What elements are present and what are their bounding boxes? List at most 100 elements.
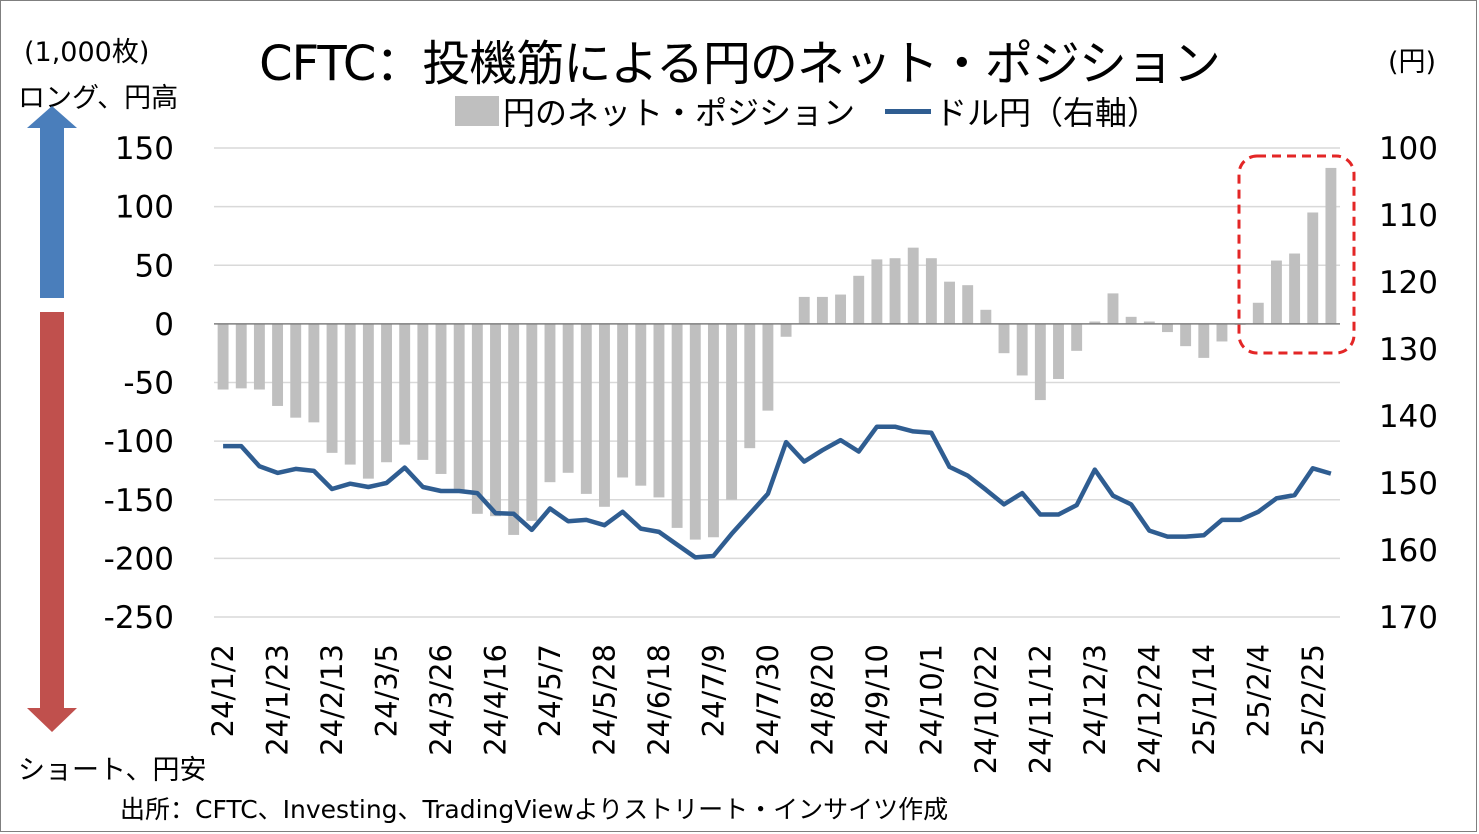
position-bar	[1125, 316, 1137, 324]
legend-bar-swatch	[455, 96, 499, 126]
position-bar	[344, 323, 356, 465]
x-tick-label: 24/5/7	[533, 644, 567, 737]
position-bar	[780, 323, 792, 337]
left-axis-unit: (1,000枚)	[24, 37, 150, 68]
position-bar	[508, 323, 520, 535]
bar-series	[217, 167, 1337, 540]
x-tick-label: 24/12/3	[1078, 644, 1112, 756]
position-bar	[925, 258, 937, 324]
position-bar	[417, 323, 429, 460]
x-tick-label: 24/7/30	[751, 644, 785, 756]
chart-title: CFTC：投機筋による円のネット・ポジション	[259, 36, 1221, 92]
position-bar	[816, 296, 828, 324]
x-tick-label: 24/12/24	[1132, 644, 1166, 774]
position-bar	[1034, 323, 1046, 401]
x-tick-label: 24/1/23	[261, 644, 295, 756]
right-axis-ticks: 100 110 120 130 140 150 160 170	[1379, 131, 1438, 636]
left-tick-label: 100	[115, 190, 174, 226]
position-bar	[1143, 321, 1155, 324]
legend-line-label: ドル円（右軸）	[935, 94, 1160, 132]
arrow-down-icon	[27, 312, 77, 732]
x-axis-tick-labels: 24/1/2 24/1/23 24/2/13 24/3/5 24/3/26 24/4/16…	[206, 644, 1330, 774]
left-axis-ticks: 150 100 50 0 -50 -100 -150 -200 -250	[104, 131, 174, 636]
position-bar	[944, 281, 955, 324]
x-tick-label: 24/1/2	[206, 644, 240, 737]
left-tick-label: 150	[115, 131, 174, 167]
position-bar	[1053, 323, 1064, 379]
x-tick-label: 24/10/1	[914, 644, 948, 756]
x-tick-label: 24/6/18	[642, 644, 676, 756]
position-bar	[235, 323, 247, 389]
arrow-bottom-label: ショート、円安	[18, 755, 207, 786]
usdjpy-line	[223, 424, 1332, 560]
right-tick-label: 100	[1379, 131, 1438, 167]
x-tick-label: 24/11/12	[1023, 644, 1057, 774]
x-tick-label: 24/3/5	[370, 644, 404, 737]
position-bar	[599, 323, 610, 507]
x-tick-label: 25/2/25	[1296, 644, 1330, 756]
legend-bar-label: 円のネット・ポジション	[503, 94, 856, 132]
right-tick-label: 130	[1379, 332, 1438, 368]
position-bar	[1325, 167, 1337, 324]
right-tick-label: 150	[1379, 466, 1438, 502]
arrow-up-icon	[27, 106, 77, 298]
position-bar	[217, 323, 229, 390]
x-tick-label: 24/9/10	[860, 644, 894, 756]
left-tick-label: -100	[104, 424, 174, 460]
position-bar	[853, 275, 865, 324]
x-tick-label: 24/3/26	[424, 644, 458, 756]
position-bar	[726, 323, 738, 500]
left-tick-label: -250	[104, 600, 174, 636]
position-bar	[1270, 260, 1282, 324]
position-bar	[453, 323, 465, 493]
position-bar	[1180, 323, 1192, 347]
right-tick-label: 160	[1379, 533, 1438, 569]
position-bar	[617, 323, 629, 478]
position-bar	[1071, 323, 1083, 351]
position-bar	[562, 323, 574, 473]
position-bar	[1198, 323, 1210, 358]
position-bar	[362, 323, 374, 479]
legend-line-swatch	[885, 108, 932, 114]
position-bar	[1216, 323, 1228, 342]
position-bar	[272, 323, 284, 406]
position-bar	[871, 259, 883, 324]
x-tick-label: 24/4/16	[479, 644, 513, 756]
position-bar	[1252, 302, 1264, 324]
x-tick-label: 25/2/4	[1241, 644, 1275, 737]
position-bar	[290, 323, 302, 418]
position-bar	[490, 323, 501, 517]
right-tick-label: 170	[1379, 600, 1438, 636]
position-bar	[435, 323, 447, 474]
position-bar	[889, 258, 901, 324]
position-bar	[744, 323, 756, 449]
left-tick-label: -200	[104, 541, 174, 577]
position-bar	[471, 323, 483, 514]
position-bar	[980, 309, 992, 324]
source-note: 出所：CFTC、Investing、TradingViewよりストリート・インサ…	[120, 795, 949, 824]
position-bar	[707, 323, 719, 538]
right-tick-label: 140	[1379, 399, 1438, 435]
left-tick-label: 0	[154, 307, 174, 343]
position-bar	[689, 323, 701, 540]
right-tick-label: 110	[1379, 198, 1438, 234]
position-bar	[835, 294, 847, 324]
x-tick-label: 24/8/20	[805, 644, 839, 756]
position-bar	[907, 247, 919, 324]
position-bar	[635, 323, 647, 486]
arrow-top-label: ロング、円高	[18, 83, 179, 114]
position-bar	[1107, 293, 1119, 324]
position-bar	[308, 323, 320, 423]
x-tick-label: 24/5/28	[587, 644, 621, 756]
position-bar	[671, 323, 683, 528]
position-bar	[1162, 323, 1173, 333]
position-bar	[1289, 253, 1301, 324]
highlight-box	[1237, 154, 1356, 355]
right-tick-label: 120	[1379, 265, 1438, 301]
position-bar	[1307, 212, 1319, 324]
left-tick-label: -150	[104, 483, 174, 519]
x-tick-label: 25/1/14	[1187, 644, 1221, 756]
position-bar	[526, 323, 538, 521]
